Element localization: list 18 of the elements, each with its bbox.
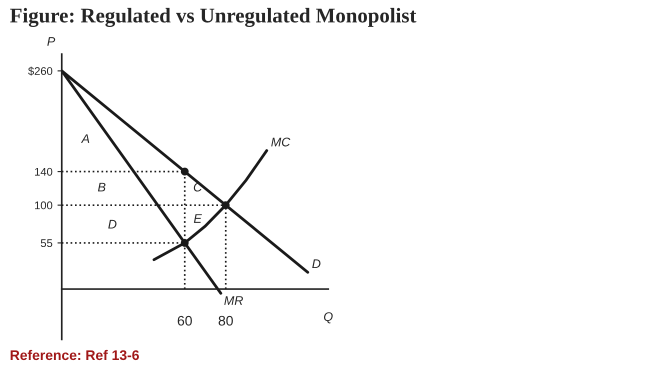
annotation: E (194, 214, 202, 223)
annotation: B (98, 182, 106, 192)
x-tick-label: 80 (218, 316, 233, 326)
annotation: D (108, 220, 116, 229)
annotation: A (80, 134, 90, 143)
series-label: D (312, 259, 320, 268)
x-tick-label: 60 (178, 316, 192, 326)
y-tick-label: 100 (35, 201, 52, 210)
y-tick-label: 55 (40, 239, 52, 248)
series-label: MC (271, 138, 290, 146)
y-axis-title: P (47, 37, 56, 46)
text: Reference: Ref 13-6 (10, 350, 139, 360)
y-tick-label: 140 (35, 168, 52, 176)
y-tick-label: $260 (28, 66, 52, 76)
chart-title: Figure: Regulated vs Unregulated Monopolist (10, 8, 416, 27)
annotation: C (194, 182, 202, 192)
x-axis-title: Q (324, 312, 333, 324)
series-label: MR (224, 296, 243, 305)
